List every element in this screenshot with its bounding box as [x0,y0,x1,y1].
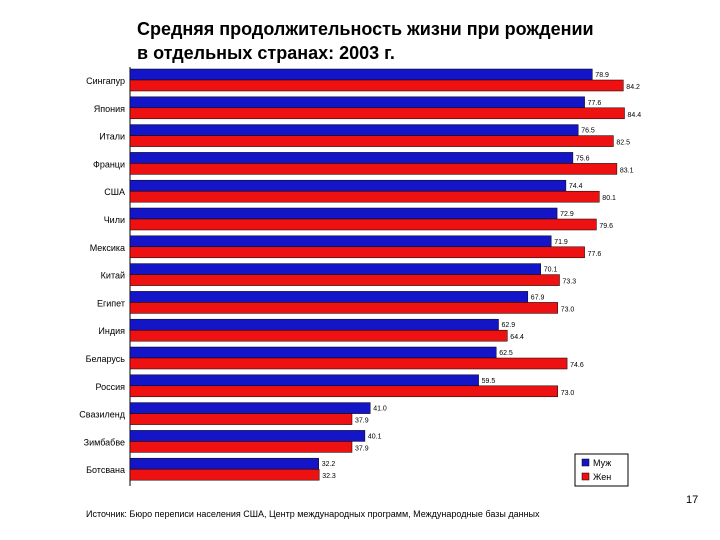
bar-female-cat-2 [129,135,614,147]
bar-female-cat-4 [129,190,600,203]
bar-male-cat-11 [129,374,479,387]
category-label-cat-3: Франци [93,159,125,169]
bar-female-cat-14 [129,468,320,481]
data-label-male-cat-14: 32.2 [322,461,336,468]
data-label-male-cat-8: 67.9 [531,294,545,301]
data-label-female-cat-14: 32.3 [322,473,336,480]
bar-male-cat-7 [129,263,541,275]
data-label-female-cat-5: 79.6 [599,223,613,230]
data-label-male-cat-7: 70.1 [544,267,558,274]
bar-male-cat-14 [129,457,319,470]
chart-title-line-2: в отдельных странах: 2003 г. [137,43,395,63]
data-label-male-cat-1: 77.6 [588,100,602,107]
bar-female-cat-7 [129,274,560,286]
data-label-female-cat-2: 82.5 [616,140,630,147]
bar-female-cat-10 [129,357,568,370]
chart-title-line-1: Средняя продолжительность жизни при рожд… [137,19,594,39]
legend-swatch-male [581,458,590,467]
bar-female-cat-13 [129,441,353,453]
data-label-female-cat-11: 73.0 [561,390,575,397]
bar-male-cat-5 [129,207,558,220]
category-label-cat-12: Свазиленд [79,410,125,420]
bar-female-cat-0 [129,79,624,92]
bar-female-cat-5 [129,218,597,231]
category-label-cat-11: Россия [95,382,125,392]
category-label-cat-2: Итали [99,132,125,142]
legend-label-female: Жен [593,472,611,482]
bar-female-cat-3 [129,163,618,175]
bar-male-cat-10 [129,346,497,359]
data-label-female-cat-4: 80.1 [602,195,616,202]
data-label-male-cat-12: 41.0 [373,406,387,413]
bar-female-cat-1 [129,107,625,120]
category-label-cat-10: Беларусь [86,354,126,364]
category-label-cat-6: Мексика [90,243,125,253]
data-label-female-cat-1: 84.4 [628,112,642,119]
data-label-male-cat-2: 76.5 [581,128,595,135]
bar-male-cat-1 [129,96,585,109]
data-label-female-cat-8: 73.0 [561,306,575,313]
category-label-cat-9: Индия [98,326,125,336]
legend-label-male: Муж [593,458,611,468]
source-note: Источник: Бюро переписи населения США, Ц… [86,509,540,519]
data-label-male-cat-10: 62.5 [499,350,513,357]
bar-female-cat-8 [129,302,558,314]
data-label-female-cat-7: 73.3 [563,279,577,286]
data-label-male-cat-9: 62.9 [502,322,516,329]
category-label-cat-0: Сингапур [86,76,125,86]
bar-male-cat-13 [129,430,366,442]
category-label-cat-8: Египет [97,298,125,308]
category-labels-group: Сингапур Япония Итали Франци США Чили Мексика К… [79,76,125,475]
category-label-cat-13: Зимбабве [84,437,125,447]
data-label-female-cat-10: 74.6 [570,362,584,369]
bars-group: 78.9 84.2 77.6 84.4 76.5 82.5 75.6 83.1 74.4 80.1… [129,68,642,481]
data-label-male-cat-6: 71.9 [554,239,568,246]
chart-title: Средняя продолжительность жизни при рожд… [137,17,657,65]
data-label-male-cat-11: 59.5 [482,378,496,385]
bar-male-cat-9 [129,318,499,331]
legend-swatch-female [581,472,590,481]
bar-male-cat-8 [129,291,529,303]
bar-female-cat-9 [129,329,508,342]
bar-female-cat-12 [129,413,353,425]
category-label-cat-4: США [104,187,125,197]
data-label-female-cat-9: 64.4 [510,334,524,341]
data-label-male-cat-5: 72.9 [560,211,574,218]
data-label-male-cat-0: 78.9 [595,72,609,79]
category-label-cat-1: Япония [94,104,125,114]
bar-female-cat-6 [129,246,585,259]
legend: Муж Жен [574,453,629,487]
bar-male-cat-2 [129,124,579,136]
bar-female-cat-11 [129,385,558,398]
data-label-female-cat-3: 83.1 [620,167,634,174]
bar-male-cat-12 [129,402,371,414]
data-label-female-cat-0: 84.2 [626,84,640,91]
category-label-cat-7: Китай [101,271,125,281]
category-label-cat-14: Ботсвана [86,465,125,475]
bar-male-cat-0 [129,68,593,81]
page-number: 17 [686,494,699,506]
category-label-cat-5: Чили [104,215,125,225]
bar-male-cat-6 [129,235,552,248]
data-label-female-cat-13: 37.9 [355,445,369,452]
bar-male-cat-4 [129,179,567,192]
data-label-female-cat-12: 37.9 [355,418,369,425]
data-label-male-cat-4: 74.4 [569,183,583,190]
bar-male-cat-3 [129,152,574,164]
data-label-female-cat-6: 77.6 [588,251,602,258]
data-label-male-cat-13: 40.1 [368,433,382,440]
data-label-male-cat-3: 75.6 [576,155,590,162]
